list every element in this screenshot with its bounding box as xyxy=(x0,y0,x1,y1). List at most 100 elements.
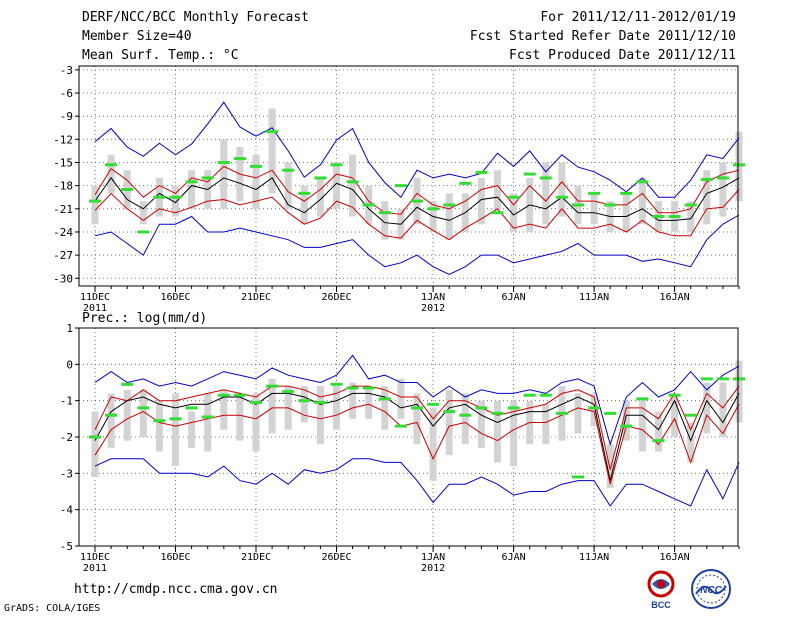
temp-range-box xyxy=(107,154,115,194)
temp-obs-marker xyxy=(475,171,488,175)
prec-range-box xyxy=(139,389,147,437)
prec-range-box xyxy=(477,400,485,448)
prec-range-box xyxy=(365,386,373,419)
prec-xtick-label: 11JAN xyxy=(579,552,609,563)
prec-range-box xyxy=(333,386,340,430)
temp-ytick-label: -21 xyxy=(53,203,73,216)
prec-range-box xyxy=(510,400,518,467)
grads-credit: GrADS: COLA/IGES xyxy=(4,603,101,614)
temp-series-max xyxy=(94,101,740,198)
temp-range-box xyxy=(477,177,485,225)
temp-obs-marker xyxy=(588,191,601,195)
prec-obs-marker xyxy=(233,393,246,397)
temp-xtick-label: 16JAN xyxy=(660,292,690,303)
prec-series-upper xyxy=(94,385,740,470)
ncc-logo-text: NCC xyxy=(700,585,722,596)
prec-obs-marker xyxy=(121,382,134,386)
temp-obs-marker xyxy=(217,160,230,164)
prec-obs-marker xyxy=(346,386,359,390)
temp-ytick-label: -3 xyxy=(60,64,73,77)
prec-xtick-label: 11DEC xyxy=(80,552,110,563)
temp-xtick-label: 21DEC xyxy=(241,292,271,303)
prec-range-box xyxy=(461,393,469,445)
prec-obs-marker xyxy=(507,406,520,410)
prec-range-box xyxy=(719,382,727,437)
prec-obs-marker xyxy=(555,411,568,415)
prec-obs-marker xyxy=(620,424,633,428)
footer-url[interactable]: http://cmdp.ncc.cma.gov.cn xyxy=(74,582,278,597)
temp-xtick-label: 11DEC xyxy=(80,292,110,303)
prec-obs-marker xyxy=(475,406,488,410)
prec-range-box xyxy=(204,393,212,452)
prec-obs-marker xyxy=(733,377,745,381)
prec-xtick-sublabel: 2012 xyxy=(421,563,445,574)
temp-xtick-label: 11JAN xyxy=(579,292,609,303)
prec-obs-marker xyxy=(185,406,198,410)
temp-range-box xyxy=(172,185,179,217)
prec-range-box xyxy=(268,378,276,434)
prec-obs-marker xyxy=(266,384,279,388)
temp-range-box xyxy=(316,177,324,217)
temp-obs-marker xyxy=(620,191,633,195)
prec-range-box xyxy=(236,393,244,441)
prec-ytick-label: 0 xyxy=(66,358,73,371)
prec-obs-marker xyxy=(362,386,375,390)
prec-obs-marker xyxy=(459,413,472,417)
temp-obs-marker xyxy=(185,180,198,184)
temp-obs-marker xyxy=(443,203,456,207)
temp-obs-marker xyxy=(652,215,665,219)
prec-obs-marker xyxy=(572,475,584,479)
temp-ytick-label: -12 xyxy=(53,133,73,146)
prec-obs-marker xyxy=(201,415,214,419)
prec-range-box xyxy=(188,411,196,448)
temp-xtick-sublabel: 2011 xyxy=(83,303,107,314)
ncc-logo: NCC xyxy=(691,569,731,609)
temp-range-box xyxy=(638,177,646,225)
prec-range-box xyxy=(316,386,324,445)
temp-obs-marker xyxy=(636,180,649,184)
prec-obs-marker xyxy=(169,417,182,421)
prec-range-box xyxy=(107,393,115,448)
temp-obs-marker xyxy=(153,195,166,199)
prec-obs-marker xyxy=(523,393,536,397)
prec-panel-title: Prec.: log(mm/d) xyxy=(82,311,207,326)
prec-range-box xyxy=(155,400,163,452)
temp-range-box xyxy=(719,162,727,217)
temp-range-box xyxy=(252,154,260,209)
prec-obs-marker xyxy=(539,393,552,397)
prec-xtick-sublabel: 2011 xyxy=(83,563,107,574)
bcc-logo: BCC xyxy=(647,570,675,610)
prec-range-box xyxy=(655,411,662,452)
prec-obs-marker xyxy=(217,393,230,397)
temp-range-box xyxy=(542,162,550,225)
temp-range-box xyxy=(558,162,566,217)
temp-range-box xyxy=(139,201,147,225)
temp-ytick-label: -9 xyxy=(60,110,73,123)
temp-obs-marker xyxy=(378,211,391,215)
temp-xtick-label: 16DEC xyxy=(160,292,190,303)
temp-ytick-label: -30 xyxy=(53,272,73,285)
temp-range-box xyxy=(333,162,340,209)
temp-obs-marker xyxy=(314,176,327,180)
temp-range-box xyxy=(220,139,228,209)
prec-range-box xyxy=(687,422,695,463)
prec-xtick-label: 21DEC xyxy=(241,552,271,563)
temp-xtick-label: 26DEC xyxy=(321,292,351,303)
temp-series-mean xyxy=(94,177,740,225)
temp-ytick-label: -6 xyxy=(60,87,73,100)
temp-obs-marker xyxy=(427,207,440,211)
prec-ytick-label: -3 xyxy=(60,467,73,480)
temp-ytick-label: -15 xyxy=(53,156,73,169)
variable-label: Mean Surf. Temp.: °C xyxy=(82,48,239,63)
prec-series-min xyxy=(94,458,740,507)
prec-obs-marker xyxy=(491,411,504,415)
prec-range-box xyxy=(429,407,437,481)
prec-range-box xyxy=(381,386,389,430)
temp-obs-marker xyxy=(266,130,279,134)
prec-obs-marker xyxy=(298,399,311,403)
prec-range-box xyxy=(91,411,99,477)
temp-series-lower xyxy=(94,189,740,241)
temp-range-box xyxy=(268,108,276,194)
temp-ytick-label: -24 xyxy=(53,226,73,239)
